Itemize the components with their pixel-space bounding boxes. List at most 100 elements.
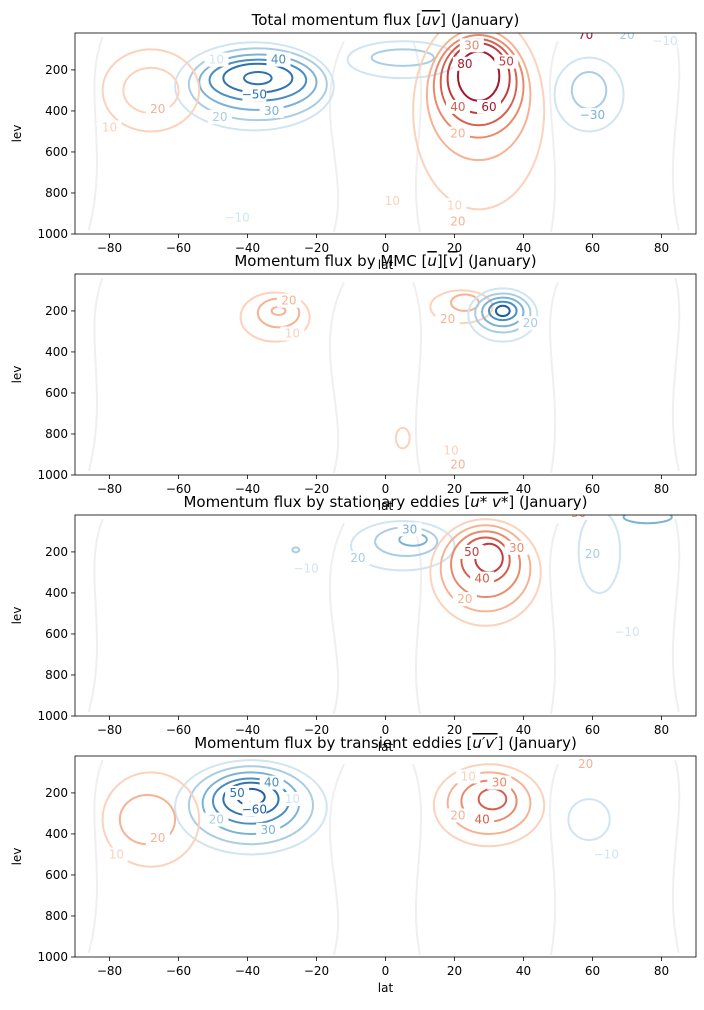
contour-label: 20 <box>578 757 593 771</box>
contour-label: −10 <box>652 34 677 48</box>
contour-label: 10 <box>285 326 300 340</box>
contour-label-bg <box>266 52 291 67</box>
contour-label: 20 <box>150 102 165 116</box>
contour-label-bg <box>494 54 519 69</box>
contour-label-bg <box>504 540 529 555</box>
contour-level-neg40 <box>488 300 518 322</box>
contour-label-bg <box>580 546 605 561</box>
contour-label-bg <box>259 103 284 118</box>
x-tick-label: 40 <box>516 241 531 255</box>
contour-label-bg <box>470 571 495 586</box>
contour-level-20 <box>450 293 480 312</box>
x-tick-label: 80 <box>654 964 669 978</box>
contour-label-bg <box>445 99 470 114</box>
panel-title: Momentum flux by stationary eddies [u* v… <box>183 493 587 511</box>
x-tick-label: 40 <box>516 723 531 737</box>
contour-label: 20 <box>457 592 472 606</box>
contour-label-bg <box>615 624 639 639</box>
x-tick-label: 40 <box>516 964 531 978</box>
contour-label-bg <box>276 293 301 308</box>
x-tick-label: −20 <box>304 482 329 496</box>
contour-label-bg <box>487 775 512 790</box>
contour-label: 20 <box>209 813 224 827</box>
contour-label: 40 <box>264 776 279 790</box>
contour-level-neg10 <box>577 515 622 594</box>
contour-label: 30 <box>464 38 479 52</box>
contour-label: 50 <box>230 786 245 800</box>
zero-contour <box>87 277 681 474</box>
contour-label-bg <box>207 110 232 125</box>
contour-label: 20 <box>150 831 165 845</box>
contour-label-bg <box>566 515 591 520</box>
contour-level-30 <box>450 530 522 599</box>
contour-level-20 <box>446 771 532 835</box>
contour-label: 10 <box>385 194 400 208</box>
x-tick-label: −40 <box>235 964 260 978</box>
y-tick-label: 1000 <box>37 709 68 723</box>
x-tick-label: 0 <box>382 241 390 255</box>
contour-level-neg20 <box>474 292 532 334</box>
x-tick-label: −60 <box>166 964 191 978</box>
contour-label: 40 <box>271 53 286 67</box>
contour-level-10 <box>101 48 201 133</box>
x-tick-label: 60 <box>585 964 600 978</box>
contour-label-bg <box>145 101 170 116</box>
x-tick-label: −40 <box>235 482 260 496</box>
contour-level-20 <box>425 33 532 162</box>
axes-frame <box>74 273 697 476</box>
contour-level-30 <box>432 34 525 139</box>
x-tick-label: 80 <box>654 482 669 496</box>
panel-title: Momentum flux by transient eddies [u′v′]… <box>194 734 577 752</box>
contour-label-bg <box>104 847 129 862</box>
x-tick-label: 20 <box>447 964 462 978</box>
contour-label-bg <box>242 802 267 817</box>
y-tick-label: 400 <box>45 345 68 359</box>
x-tick-label: 60 <box>585 723 600 737</box>
contour-level-10 <box>429 518 542 627</box>
y-tick-label: 200 <box>45 304 68 318</box>
contour-label: 20 <box>450 458 465 472</box>
panel-title: Total momentum flux [uv] (January) <box>251 11 520 29</box>
x-tick-label: 0 <box>382 482 390 496</box>
contour-label-bg <box>97 120 122 135</box>
contour-label: 20 <box>281 294 296 308</box>
y-axis-label: lev <box>10 125 24 143</box>
zero-contour <box>87 36 681 233</box>
contour-label-bg <box>518 316 543 331</box>
y-tick-label: 800 <box>45 668 68 682</box>
contour-label: 20 <box>523 316 538 330</box>
contour-label-bg <box>294 561 319 576</box>
panel-1: −50 40 30 20 10 20 10 80 60 40 30 50 20 70 −30 20 −10 10 1… <box>10 11 697 272</box>
y-tick-label: 200 <box>45 63 68 77</box>
y-tick-label: 800 <box>45 909 68 923</box>
contour-label: 70 <box>578 28 593 42</box>
panel-title: Momentum flux by MMC [u][v] (January) <box>234 252 536 270</box>
x-tick-label: 0 <box>382 964 390 978</box>
contour-label-bg <box>477 99 501 114</box>
contour-label-bg <box>445 126 470 141</box>
contour-level-neg20 <box>291 546 301 554</box>
contour-label: −10 <box>293 561 318 575</box>
contour-level-neg10 <box>567 798 611 842</box>
x-tick-label: −20 <box>304 964 329 978</box>
contour-level-neg20 <box>187 47 328 122</box>
contour-label: −50 <box>242 88 267 102</box>
contour-label-bg <box>445 214 470 229</box>
x-tick-label: −20 <box>304 723 329 737</box>
contour-label: 50 <box>499 55 514 69</box>
contour-label-bg <box>256 822 281 837</box>
contour-label: −30 <box>580 108 605 122</box>
contour-label: 30 <box>492 776 507 790</box>
contour-level-neg10 <box>553 56 625 133</box>
x-tick-label: −60 <box>166 241 191 255</box>
contour-layer: 30 20 −10 50 40 30 20 20 −10 30 <box>87 515 681 715</box>
contour-label: 20 <box>440 312 455 326</box>
zero-contour <box>87 518 681 715</box>
contour-level-neg30 <box>622 515 673 525</box>
contour-label-bg <box>459 544 484 559</box>
x-tick-label: −60 <box>166 482 191 496</box>
x-tick-label: 60 <box>585 482 600 496</box>
